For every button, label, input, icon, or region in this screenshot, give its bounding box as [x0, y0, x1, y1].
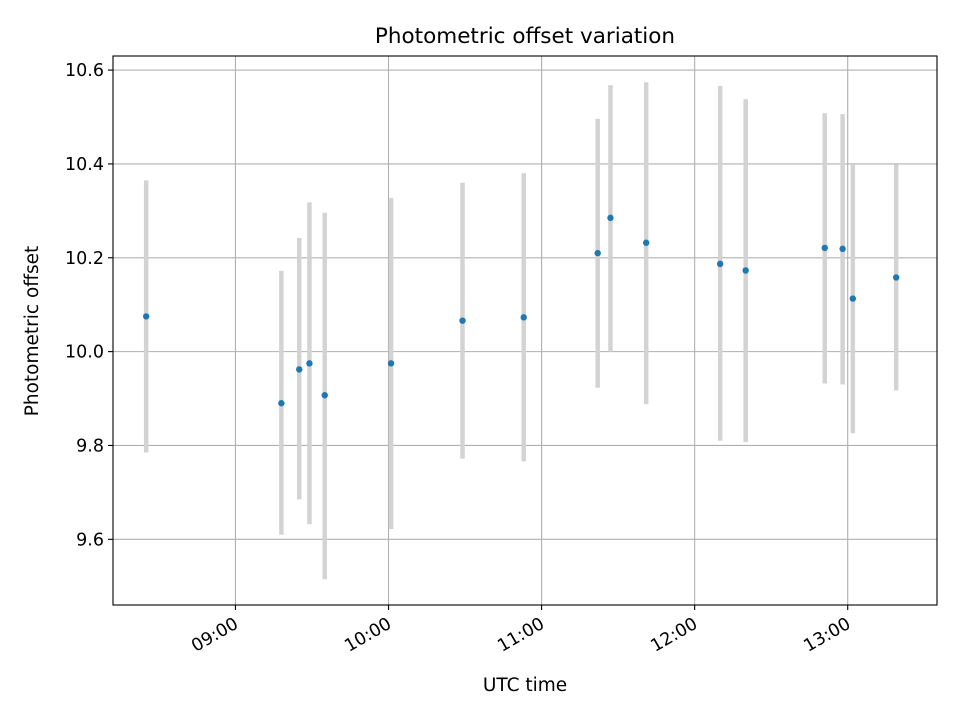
- plot-area-frame: [112, 55, 938, 606]
- data-point: [321, 392, 328, 399]
- y-axis: 9.6 9.8 10.0 10.2 10.4 10.6: [65, 61, 113, 550]
- data-point: [306, 360, 313, 367]
- y-tick-label: 10.4: [65, 155, 104, 175]
- y-tick-label: 10.2: [65, 249, 104, 269]
- chart-title: Photometric offset variation: [375, 24, 675, 49]
- data-point: [849, 295, 857, 302]
- data-point: [459, 317, 466, 324]
- y-axis-label: Photometric offset: [22, 246, 43, 417]
- x-axis-label: UTC time: [483, 675, 567, 696]
- data-point: [142, 313, 150, 320]
- data-point: [742, 267, 749, 274]
- y-tick-label: 10.0: [65, 343, 104, 363]
- grid: [113, 56, 937, 605]
- data-point: [839, 245, 846, 253]
- y-tick-label: 10.6: [65, 61, 104, 81]
- data-point: [607, 214, 614, 222]
- data-points: [142, 214, 900, 407]
- data-point: [716, 260, 724, 268]
- data-point: [296, 366, 303, 373]
- data-point: [387, 360, 395, 367]
- data-point: [642, 239, 650, 246]
- data-point: [594, 249, 601, 257]
- y-tick-label: 9.8: [76, 436, 104, 456]
- data-point: [278, 400, 285, 407]
- y-tick-label: 9.6: [76, 530, 104, 550]
- data-point: [520, 314, 527, 321]
- data-point: [892, 274, 900, 281]
- data-point: [821, 244, 828, 252]
